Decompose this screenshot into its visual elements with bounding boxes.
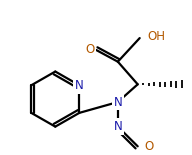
Text: N: N <box>75 79 84 92</box>
Text: O: O <box>85 43 95 56</box>
Text: N: N <box>113 95 122 108</box>
Text: OH: OH <box>148 30 166 43</box>
Text: N: N <box>113 120 122 133</box>
Text: O: O <box>145 140 154 153</box>
